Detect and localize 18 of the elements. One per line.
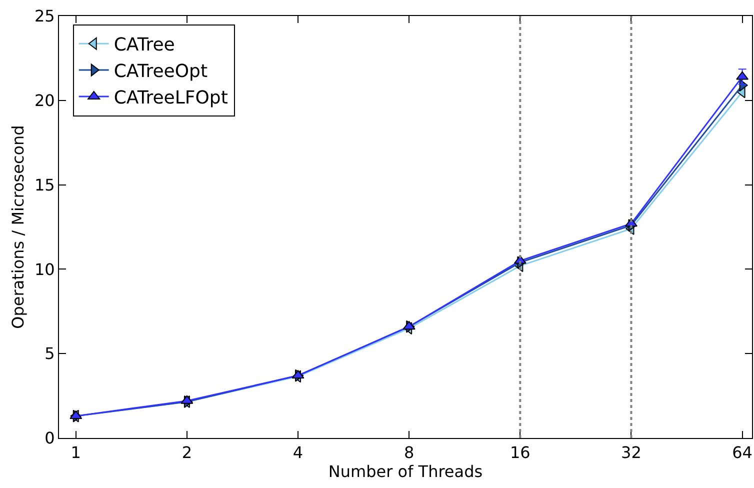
legend-label: CATree <box>114 34 175 56</box>
y-tick-label: 15 <box>34 175 55 194</box>
x-tick-label: 8 <box>404 443 414 462</box>
legend-label: CATreeOpt <box>114 61 208 82</box>
x-axis-title: Number of Threads <box>328 462 483 482</box>
x-tick-label: 16 <box>510 443 530 462</box>
y-axis-title: Operations / Microsecond <box>8 125 28 329</box>
y-tick-label: 20 <box>34 91 55 110</box>
legend-label: CATreeLFOpt <box>114 87 228 108</box>
x-tick-label: 4 <box>292 443 304 462</box>
x-tick-label: 1 <box>70 443 81 462</box>
x-tick-label: 32 <box>621 443 642 462</box>
x-tick-label: 2 <box>182 443 192 462</box>
y-tick-label: 10 <box>34 260 55 279</box>
y-tick-label: 0 <box>44 428 55 448</box>
y-tick-label: 25 <box>34 6 55 26</box>
y-tick-label: 5 <box>44 344 55 364</box>
x-tick-label: 64 <box>732 443 752 462</box>
